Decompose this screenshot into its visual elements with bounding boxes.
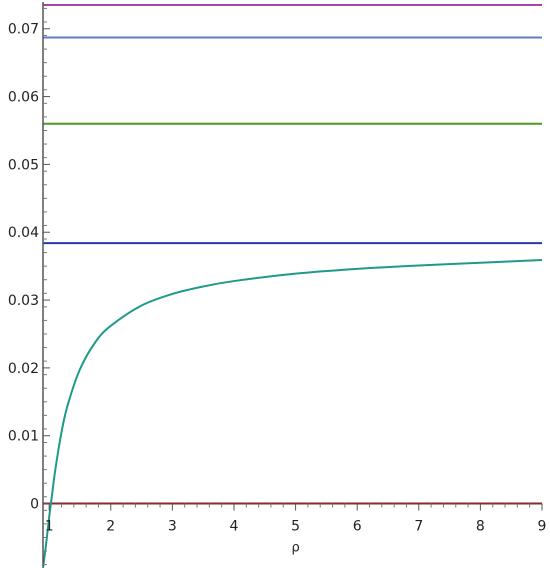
- x-ticks: 1 2 3 4 5 6 7 8 9: [45, 503, 547, 535]
- y-tick-label: 0.07: [8, 22, 39, 38]
- x-tick-label: 4: [230, 519, 239, 535]
- x-tick-label: 5: [291, 519, 300, 535]
- x-tick-label: 7: [414, 519, 423, 535]
- x-tick-label: 2: [106, 519, 115, 535]
- x-tick-label: 6: [353, 519, 362, 535]
- x-tick-label: 9: [538, 519, 547, 535]
- y-tick-label: 0.02: [8, 361, 39, 377]
- x-tick-label: 8: [476, 519, 485, 535]
- x-axis-label: ρ: [291, 541, 299, 556]
- x-tick-label: 3: [168, 519, 177, 535]
- series-layer: [42, 4, 543, 568]
- y-tick-label: 0.03: [8, 293, 39, 309]
- y-tick-label: 0.06: [8, 90, 39, 106]
- y-tick-label: 0.01: [8, 429, 39, 445]
- y-ticks: 0 0.01 0.02 0.03 0.04 0.05 0.06 0.07: [8, 7, 50, 566]
- y-tick-label: 0: [30, 497, 39, 513]
- x-tick-label: 1: [45, 519, 54, 535]
- y-tick-label: 0.04: [8, 225, 39, 241]
- series-line-6: [42, 259, 543, 568]
- y-tick-label: 0.05: [8, 157, 39, 173]
